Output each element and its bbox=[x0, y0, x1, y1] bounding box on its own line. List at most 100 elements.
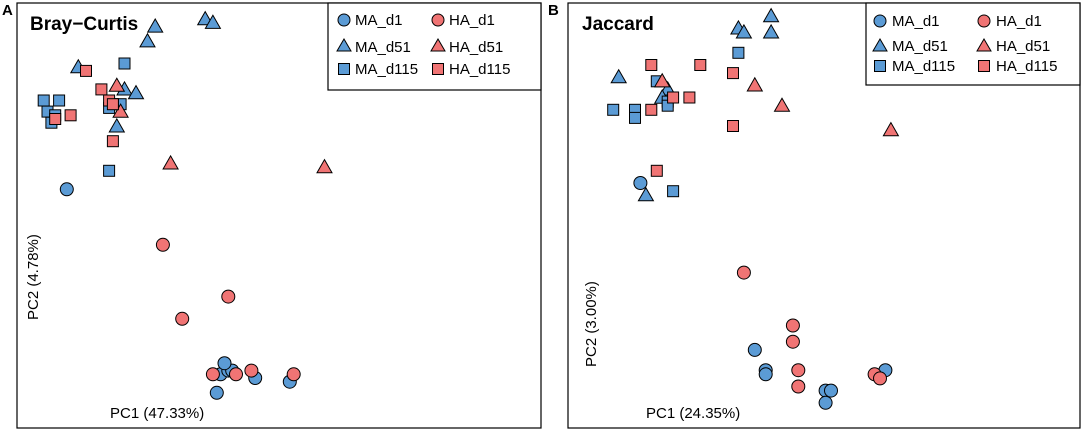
legend-a-ma-d51-label: MA_d51 bbox=[355, 39, 411, 56]
panel-a-point-ma-d51-4 bbox=[139, 32, 156, 48]
legend-b-ma-d115-label: MA_d115 bbox=[892, 58, 955, 75]
panel-a-point-ma-d51-2 bbox=[204, 14, 222, 29]
panel-b-point-ma-d51-4 bbox=[762, 23, 780, 39]
panel-b-point-ha-d115-2 bbox=[694, 59, 707, 71]
legend-b-ha-d115-label: HA_d115 bbox=[996, 58, 1057, 75]
panel-b-point-ma-d1-7 bbox=[818, 395, 833, 410]
panel-b-point-ha-d1-1 bbox=[736, 265, 751, 280]
legend-a-ha-d51-marker bbox=[430, 38, 446, 52]
panel-a-point-ha-d51-4 bbox=[316, 158, 333, 174]
panel-b-title: Jaccard bbox=[582, 14, 654, 35]
legend-a-ha-d1-label: HA_d1 bbox=[449, 12, 495, 29]
panel-a-point-ma-d1-1 bbox=[59, 182, 74, 197]
panel-b-point-ha-d1-4 bbox=[791, 363, 806, 378]
panel-a-points bbox=[37, 10, 333, 400]
panel-b-point-ma-d115-8 bbox=[667, 185, 680, 198]
panel-b-point-ha-d115-4 bbox=[667, 91, 680, 104]
legend-a-ha-d115-label: HA_d115 bbox=[449, 61, 510, 78]
panel-a-point-ma-d51-8 bbox=[108, 117, 126, 133]
panel-a-point-ha-d1-7 bbox=[286, 367, 301, 382]
panel-a: A Bray−Curtis PC1 (47.33%) PC2 (4.78%) M… bbox=[2, 2, 542, 429]
legend-a-ha-d1-marker bbox=[431, 13, 445, 27]
panel-a-point-ma-d51-3 bbox=[146, 17, 164, 33]
panel-a-point-ha-d51-3 bbox=[162, 154, 179, 170]
panel-a-point-ma-d1-8 bbox=[217, 356, 232, 371]
legend-b-ma-d51-label: MA_d51 bbox=[892, 38, 948, 55]
panel-a-point-ha-d115-2 bbox=[95, 83, 108, 96]
panel-b-point-ma-d115-5 bbox=[629, 111, 641, 124]
legend-a-ma-d51-marker bbox=[336, 38, 352, 52]
panel-b-point-ha-d1-3 bbox=[785, 334, 800, 349]
panel-a-point-ha-d1-6 bbox=[221, 289, 236, 304]
panel-b-point-ha-d115-3 bbox=[727, 67, 739, 80]
panel-b-point-ha-d51-2 bbox=[746, 76, 764, 92]
panel-a-legend: MA_d1 MA_d51 MA_d115 HA_d1 HA_d51 HA_d11… bbox=[327, 2, 542, 91]
panel-b-x-axis-label: PC1 (24.35%) bbox=[646, 405, 740, 422]
panel-b-point-ha-d115-1 bbox=[645, 59, 658, 71]
panel-b-y-axis-label: PC2 (3.00%) bbox=[583, 281, 600, 367]
panel-b-frame bbox=[567, 2, 1081, 429]
panel-letter-b: B bbox=[548, 2, 559, 19]
legend-b-ma-d1-marker bbox=[873, 14, 887, 28]
panel-b-point-ma-d115-1 bbox=[732, 46, 745, 59]
panel-a-point-ma-d115-2 bbox=[37, 94, 50, 107]
panel-a-x-axis-label: PC1 (47.33%) bbox=[110, 405, 204, 422]
panel-a-point-ha-d51-1 bbox=[108, 77, 126, 92]
panel-a-point-ha-d115-6 bbox=[49, 113, 62, 125]
panel-b-point-ma-d51-3 bbox=[762, 7, 780, 23]
legend-b-ha-d1-label: HA_d1 bbox=[996, 13, 1042, 30]
panel-b-legend: MA_d1 MA_d51 MA_d115 HA_d1 HA_d51 HA_d11… bbox=[865, 2, 1081, 86]
panel-b-point-ma-d51-5 bbox=[610, 68, 628, 84]
panel-b-point-ha-d115-7 bbox=[727, 120, 739, 132]
panel-b-point-ha-d51-3 bbox=[773, 97, 791, 112]
panel-a-point-ha-d1-5 bbox=[244, 363, 259, 378]
panel-b-point-ha-d1-5 bbox=[791, 379, 806, 394]
panel-b-point-ma-d51-2 bbox=[735, 23, 753, 39]
legend-b-ha-d115-marker bbox=[978, 60, 990, 72]
panel-a-point-ma-d1-7 bbox=[209, 385, 224, 400]
panel-b-point-ma-d1-1 bbox=[633, 176, 648, 190]
panel-a-point-ha-d1-2 bbox=[175, 311, 190, 326]
panel-b-legend-box bbox=[865, 2, 1081, 86]
legend-a-ha-d51-label: HA_d51 bbox=[449, 39, 503, 56]
panel-a-point-ha-d115-5 bbox=[64, 109, 77, 122]
panel-a-title: Bray−Curtis bbox=[30, 14, 138, 35]
panel-a-point-ma-d115-1 bbox=[118, 57, 131, 70]
panel-letter-a: A bbox=[2, 2, 13, 19]
panel-a-y-axis-label: PC2 (4.78%) bbox=[25, 234, 42, 320]
legend-b-ha-d1-marker bbox=[977, 14, 991, 28]
panel-b-point-ha-d115-6 bbox=[645, 103, 658, 116]
panel-a-point-ma-d115-3 bbox=[53, 94, 66, 107]
panel-b: B Jaccard PC1 (24.35%) PC2 (3.00%) MA_d1… bbox=[548, 2, 1081, 429]
panel-b-point-ma-d1-6 bbox=[824, 383, 838, 398]
panel-a-frame bbox=[16, 2, 542, 429]
panel-a-point-ma-d51-7 bbox=[127, 84, 145, 100]
panel-b-point-ha-d1-7 bbox=[873, 371, 887, 386]
panel-a-point-ha-d1-1 bbox=[155, 237, 170, 252]
panel-a-point-ha-d1-4 bbox=[229, 367, 243, 382]
panel-b-point-ma-d1-4 bbox=[758, 367, 773, 382]
panel-b-point-ma-d115-3 bbox=[607, 103, 620, 116]
panel-b-point-ha-d51-1 bbox=[653, 72, 671, 88]
panel-b-point-ha-d1-2 bbox=[785, 318, 800, 333]
panel-a-point-ha-d115-4 bbox=[106, 98, 119, 111]
panel-a-point-ma-d115-10 bbox=[103, 164, 116, 177]
legend-a-ma-d1-marker bbox=[337, 13, 351, 27]
panel-a-point-ha-d115-1 bbox=[80, 64, 92, 77]
legend-a-ma-d115-marker bbox=[338, 63, 350, 75]
legend-a-ma-d115-label: MA_d115 bbox=[355, 61, 418, 78]
panel-b-point-ma-d1-2 bbox=[747, 342, 762, 357]
panel-a-point-ha-d1-3 bbox=[205, 367, 220, 382]
panel-b-point-ha-d51-4 bbox=[882, 121, 900, 137]
legend-b-ha-d51-label: HA_d51 bbox=[996, 38, 1050, 55]
panel-b-point-ha-d115-8 bbox=[650, 164, 663, 177]
panel-b-point-ma-d51-8 bbox=[637, 186, 655, 202]
legend-a-ha-d115-marker bbox=[432, 63, 444, 75]
panel-a-point-ha-d115-7 bbox=[106, 135, 119, 148]
legend-a-ma-d1-label: MA_d1 bbox=[355, 12, 403, 29]
legend-b-ma-d51-marker bbox=[872, 38, 888, 52]
legend-b-ma-d115-marker bbox=[874, 60, 886, 72]
legend-b-ma-d1-label: MA_d1 bbox=[892, 13, 940, 30]
panel-b-points bbox=[607, 7, 900, 410]
